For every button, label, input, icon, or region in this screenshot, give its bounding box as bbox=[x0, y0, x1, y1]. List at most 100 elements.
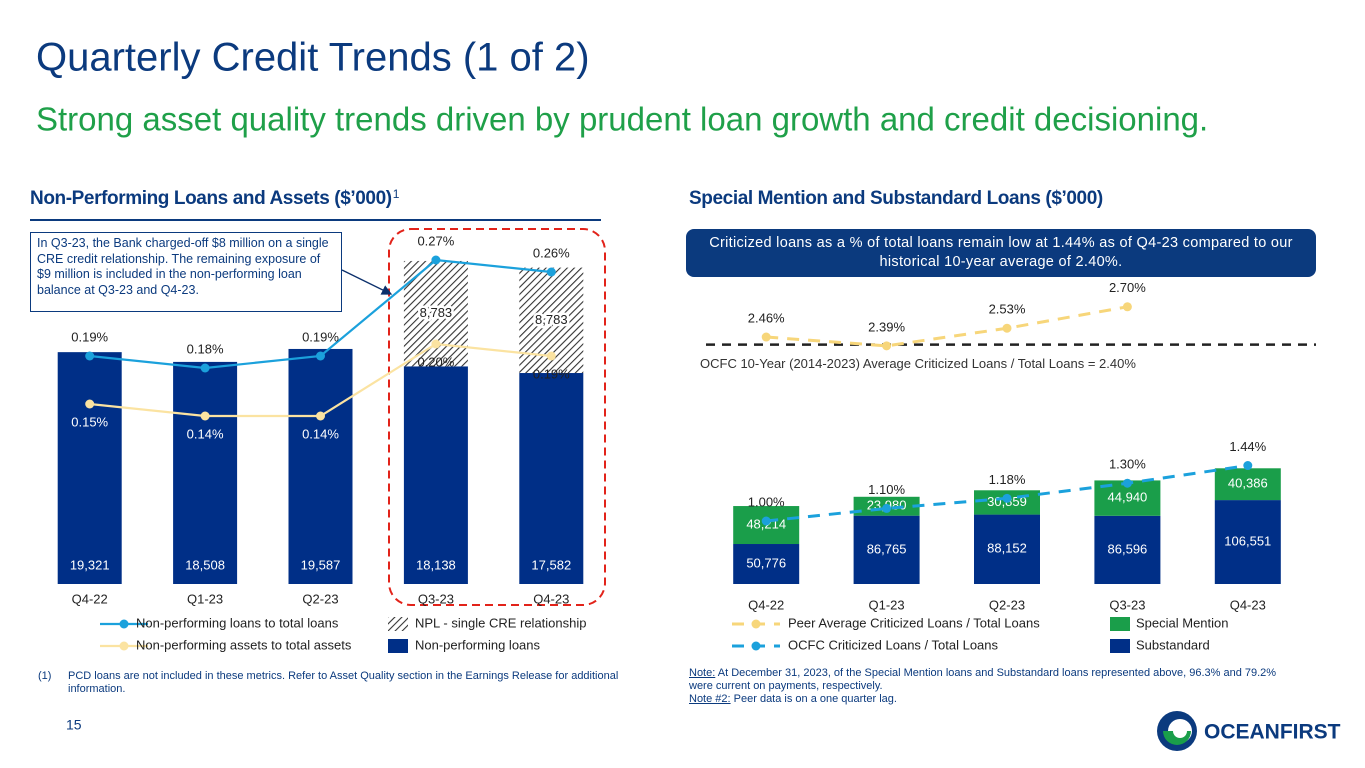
logo-icon bbox=[1157, 711, 1197, 751]
callout-box: Criticized loans as a % of total loans r… bbox=[686, 229, 1316, 277]
point bbox=[431, 339, 441, 349]
bar bbox=[519, 373, 584, 584]
point bbox=[882, 341, 892, 351]
footnote: (1) PCD loans are not included in these … bbox=[38, 670, 648, 696]
bar bbox=[974, 514, 1040, 584]
data-label: 8,783 bbox=[420, 305, 453, 320]
data-label: 0.14% bbox=[187, 426, 224, 441]
point bbox=[1243, 461, 1253, 471]
data-label: 0.19% bbox=[71, 329, 108, 344]
point bbox=[200, 411, 210, 421]
slide-title: Quarterly Credit Trends (1 of 2) bbox=[36, 36, 590, 80]
x-tick-label: Q4-23 bbox=[1230, 597, 1266, 612]
bar bbox=[173, 361, 238, 584]
data-label: 2.46% bbox=[748, 310, 785, 325]
point bbox=[1002, 493, 1012, 503]
note-text: Peer data is on a one quarter lag. bbox=[733, 693, 897, 705]
legend-label: OCFC Criticized Loans / Total Loans bbox=[788, 637, 999, 652]
data-label: 0.19% bbox=[302, 329, 339, 344]
point bbox=[316, 411, 325, 421]
footnote-marker: (1) bbox=[38, 670, 52, 682]
data-label: 0.15% bbox=[71, 414, 108, 429]
legend-label: Peer Average Criticized Loans / Total Lo… bbox=[788, 615, 1040, 630]
annotation-box: In Q3-23, the Bank charged-off $8 millio… bbox=[30, 232, 342, 312]
data-label: 18,508 bbox=[185, 557, 225, 572]
slide-subtitle: Strong asset quality trends driven by pr… bbox=[36, 101, 1208, 138]
note-text: At December 31, 2023, of the Special Men… bbox=[689, 667, 1277, 692]
x-tick-label: Q1-23 bbox=[869, 597, 905, 612]
data-label: 0.26% bbox=[533, 245, 570, 260]
x-tick-label: Q3-23 bbox=[418, 591, 454, 606]
data-label: 8,783 bbox=[535, 312, 568, 327]
data-label: 1.30% bbox=[1109, 457, 1146, 472]
bar bbox=[853, 515, 920, 584]
point bbox=[1122, 302, 1132, 312]
note-label: Note #2: bbox=[689, 693, 731, 705]
point bbox=[546, 267, 556, 277]
x-tick-label: Q4-23 bbox=[533, 591, 569, 606]
notes: Note: At December 31, 2023, of the Speci… bbox=[689, 667, 1289, 706]
data-label: 0.20% bbox=[417, 354, 454, 369]
data-label: 1.44% bbox=[1229, 439, 1266, 454]
data-label: 18,138 bbox=[416, 557, 456, 572]
data-label: 86,596 bbox=[1108, 541, 1148, 556]
data-label: 19,587 bbox=[301, 557, 341, 572]
data-label: 19,321 bbox=[70, 557, 110, 572]
note: Note: At December 31, 2023, of the Speci… bbox=[689, 667, 1289, 693]
data-label: 0.27% bbox=[417, 233, 454, 248]
x-tick-label: Q1-23 bbox=[187, 591, 223, 606]
bar bbox=[288, 348, 353, 584]
bar bbox=[1094, 515, 1161, 584]
data-label: 1.10% bbox=[868, 482, 905, 497]
highlight-box bbox=[388, 228, 606, 606]
page-number: 15 bbox=[66, 717, 82, 733]
point bbox=[761, 516, 771, 526]
legend-marker bbox=[751, 641, 761, 651]
data-label: 1.00% bbox=[748, 494, 785, 509]
bar bbox=[733, 544, 800, 584]
data-label: 2.53% bbox=[989, 302, 1026, 317]
line bbox=[766, 305, 1128, 348]
point bbox=[1002, 323, 1012, 333]
legend-label: Non-performing loans bbox=[415, 637, 541, 652]
legend-marker bbox=[1110, 617, 1130, 631]
data-label: 2.70% bbox=[1109, 280, 1146, 295]
legend-label: Special Mention bbox=[1136, 615, 1229, 630]
legend-label: NPL - single CRE relationship bbox=[415, 615, 586, 630]
x-tick-label: Q2-23 bbox=[302, 591, 338, 606]
data-label: 1.18% bbox=[989, 472, 1026, 487]
point bbox=[431, 255, 441, 265]
data-label: 44,940 bbox=[1108, 490, 1148, 505]
point bbox=[316, 351, 325, 361]
chart-title: Special Mention and Substandard Loans ($… bbox=[689, 188, 1103, 209]
x-tick-label: Q4-22 bbox=[72, 591, 108, 606]
legend-label: Substandard bbox=[1136, 637, 1210, 652]
legend-marker bbox=[751, 619, 761, 629]
data-label: 0.14% bbox=[302, 426, 339, 441]
x-tick-label: Q4-22 bbox=[748, 597, 784, 612]
chart-title: Non-Performing Loans and Assets ($’000) bbox=[30, 188, 392, 209]
point bbox=[761, 332, 771, 342]
legend-marker bbox=[388, 617, 408, 631]
logo-text: OCEANFIRST bbox=[1204, 721, 1341, 744]
legend-marker bbox=[119, 641, 129, 651]
title-note: 1 bbox=[393, 187, 400, 201]
legend-marker bbox=[1110, 639, 1130, 653]
bar bbox=[1214, 468, 1281, 501]
bar bbox=[57, 352, 122, 584]
point bbox=[882, 503, 892, 513]
point bbox=[200, 363, 210, 373]
annotation-arrow bbox=[341, 269, 393, 295]
data-label: 2.39% bbox=[868, 319, 905, 334]
bar bbox=[403, 366, 468, 584]
data-label: 0.18% bbox=[187, 341, 224, 356]
note-label: Note: bbox=[689, 667, 716, 679]
data-label: 86,765 bbox=[867, 541, 907, 556]
note: Note #2: Peer data is on a one quarter l… bbox=[689, 693, 1289, 706]
point bbox=[85, 399, 95, 409]
data-label: 0.19% bbox=[533, 366, 570, 381]
point bbox=[1122, 478, 1132, 488]
legend-marker bbox=[119, 619, 129, 629]
data-label: 88,152 bbox=[987, 541, 1027, 556]
